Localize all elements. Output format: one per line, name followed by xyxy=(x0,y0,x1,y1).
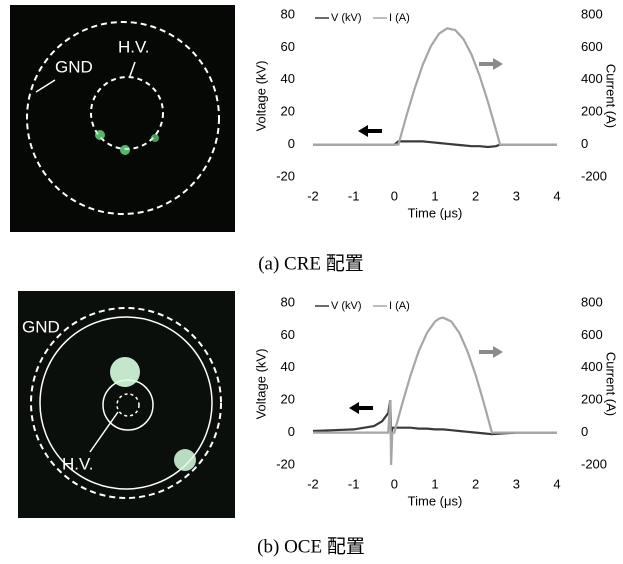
y-tick-label: 0 xyxy=(288,136,295,151)
caption: (b) OCE 配置 xyxy=(257,536,365,557)
x-tick-label: 1 xyxy=(431,476,438,491)
x-tick-label: 3 xyxy=(513,476,520,491)
y2-tick-label: 800 xyxy=(581,6,603,21)
y2-tick-label: 600 xyxy=(581,39,603,54)
y-tick-label: 60 xyxy=(281,39,295,54)
y2-tick-label: 400 xyxy=(581,359,603,374)
x-tick-label: 4 xyxy=(553,188,560,203)
y-tick-label: 60 xyxy=(281,327,295,342)
glow xyxy=(95,130,105,140)
y-tick-label: 20 xyxy=(281,104,295,119)
y-tick-label: 40 xyxy=(281,71,295,86)
arrow xyxy=(358,125,382,137)
gnd-circle xyxy=(39,316,213,490)
y-tick-label: 80 xyxy=(281,6,295,21)
photo-background xyxy=(18,291,235,518)
photo-background xyxy=(10,5,235,232)
x-tick-label: 0 xyxy=(391,188,398,203)
y2-tick-label: 200 xyxy=(581,392,603,407)
x-tick-label: 0 xyxy=(391,476,398,491)
gnd-circle xyxy=(30,307,222,499)
y2-axis-label: Current (A) xyxy=(604,352,619,416)
pointer xyxy=(35,79,56,93)
y2-tick-label: -200 xyxy=(581,456,607,471)
y-tick-label: -20 xyxy=(276,456,295,471)
glow xyxy=(120,145,130,155)
y2-tick-label: 600 xyxy=(581,327,603,342)
y-tick-label: 0 xyxy=(288,424,295,439)
x-tick-label: 1 xyxy=(431,188,438,203)
photo-label: GND xyxy=(55,57,93,76)
legend-label: I (A) xyxy=(389,300,410,312)
photo: GND H.V. xyxy=(18,291,235,518)
gnd-circle xyxy=(26,21,220,215)
y-tick-label: 40 xyxy=(281,359,295,374)
pointer xyxy=(89,411,119,453)
arrow xyxy=(349,402,373,414)
photo-label: GND xyxy=(22,317,60,336)
y2-tick-label: 800 xyxy=(581,294,603,309)
pointer xyxy=(129,61,136,77)
x-tick-label: 2 xyxy=(472,476,479,491)
y2-tick-label: 200 xyxy=(581,104,603,119)
y2-tick-label: 0 xyxy=(581,424,588,439)
y-axis-label: Voltage (kV) xyxy=(253,349,268,420)
glow xyxy=(174,449,196,471)
y-axis-label: Voltage (kV) xyxy=(253,61,268,132)
series-line xyxy=(312,400,557,436)
x-tick-label: 2 xyxy=(472,188,479,203)
x-tick-label: -2 xyxy=(307,476,319,491)
photo-label: H.V. xyxy=(118,37,150,56)
glow xyxy=(110,357,140,387)
x-axis-label: Time (μs) xyxy=(408,205,463,220)
x-tick-label: -1 xyxy=(348,476,360,491)
x-tick-label: 4 xyxy=(553,476,560,491)
legend-label: V (kV) xyxy=(331,300,362,312)
arrow xyxy=(479,58,503,70)
y2-tick-label: 400 xyxy=(581,71,603,86)
x-axis-label: Time (μs) xyxy=(408,493,463,508)
glow xyxy=(151,134,159,142)
y-tick-label: 20 xyxy=(281,392,295,407)
series-line xyxy=(313,27,557,146)
x-tick-label: -2 xyxy=(307,188,319,203)
caption: (a) CRE 配置 xyxy=(258,253,364,274)
y-tick-label: 80 xyxy=(281,294,295,309)
series-line xyxy=(313,316,557,466)
x-tick-label: -1 xyxy=(348,188,360,203)
y-tick-label: -20 xyxy=(276,168,295,183)
arrow xyxy=(479,346,503,358)
photo: GND H.V. xyxy=(10,5,235,232)
legend-label: V (kV) xyxy=(331,12,362,24)
legend-label: I (A) xyxy=(389,12,410,24)
y2-axis-label: Current (A) xyxy=(604,64,619,128)
y2-tick-label: 0 xyxy=(581,136,588,151)
y2-tick-label: -200 xyxy=(581,168,607,183)
x-tick-label: 3 xyxy=(513,188,520,203)
photo-label: H.V. xyxy=(62,454,94,473)
hv-circle xyxy=(116,393,140,417)
